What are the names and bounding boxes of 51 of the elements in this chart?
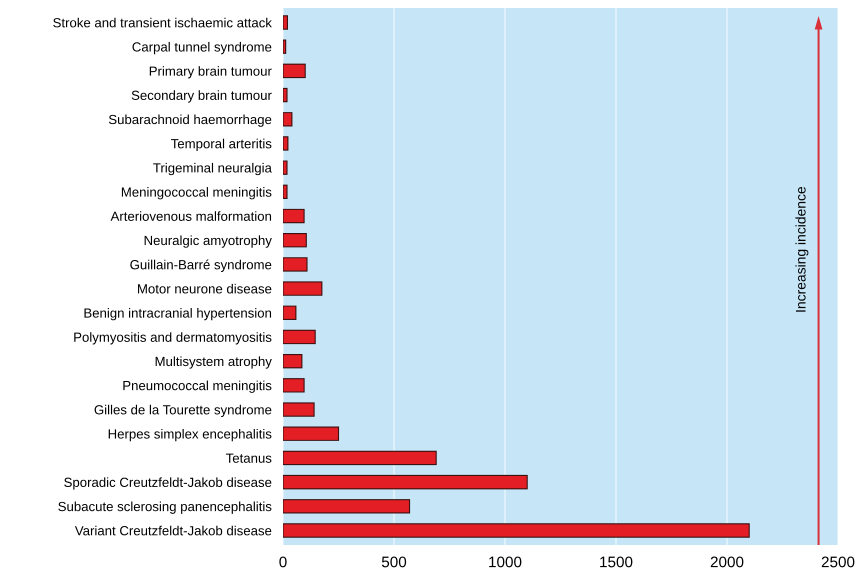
bar [283, 499, 410, 514]
y-tick-label: Herpes simplex encephalitis [108, 428, 272, 442]
bar [283, 257, 308, 272]
y-tick-label: Multisystem atrophy [156, 356, 272, 369]
bar [283, 160, 288, 175]
bar [283, 281, 322, 296]
x-tick-label: 2500 [822, 556, 854, 568]
y-tick-label: Carpal tunnel syndrome [132, 42, 272, 54]
x-tick-label: 2000 [710, 556, 744, 568]
y-tick-label: Meningococcal meningitis [122, 187, 272, 200]
bar [283, 474, 528, 490]
y-tick-label: Tetanus [226, 454, 272, 463]
x-tick-label: 0 [279, 556, 287, 568]
bar [283, 136, 288, 151]
bar [283, 354, 302, 368]
x-tick-label: 1500 [600, 556, 632, 568]
y-tick-label: Gilles de la Tourette syndrome [94, 404, 272, 418]
x-tick-label: 500 [382, 556, 406, 568]
y-tick-label: Primary brain tumour [150, 66, 272, 78]
y-tick-label: Motor neurone disease [138, 284, 272, 294]
bar [283, 184, 288, 200]
bar [283, 88, 288, 102]
bar [283, 39, 286, 54]
y-tick-label: Guillain-Barré syndrome [130, 260, 272, 272]
bar [283, 426, 340, 441]
bar [283, 112, 292, 126]
y-tick-label: Subacute sclerosing panencephalitis [58, 502, 272, 514]
y-tick-label: Arteriovenous malformation [110, 211, 272, 221]
y-tick-label: Stroke and transient ischaemic attack [53, 18, 272, 28]
bar [283, 450, 437, 466]
y-tick-label: Variant Creutzfeldt-Jakob disease [74, 526, 272, 536]
y-tick-label: Neuralgic amyotrophy [144, 235, 272, 248]
bar [283, 330, 316, 344]
y-tick-label: Benign intracranial hypertension [84, 308, 272, 320]
annotation: Increasing incidence [795, 186, 808, 312]
bar [283, 306, 296, 320]
bar [283, 523, 750, 538]
y-tick-label: Temporal arteritis [171, 138, 272, 151]
bar [283, 233, 307, 248]
y-tick-label: Polymyositis and dermatomyositis [74, 332, 272, 344]
y-tick-label: Trigeminal neuralgia [153, 162, 272, 176]
y-tick-label: Pneumococcal meningitis [123, 380, 272, 393]
bar [283, 402, 315, 417]
bar [283, 64, 306, 78]
y-tick-label: Subarachnoid haemorrhage [108, 114, 272, 127]
bar [283, 15, 288, 30]
x-tick-label: 1000 [489, 556, 522, 568]
y-tick-label: Sporadic Creutzfeldt-Jakob disease [64, 477, 272, 490]
bar [283, 378, 305, 393]
bar [283, 208, 305, 224]
y-tick-label: Secondary brain tumour [132, 90, 272, 103]
